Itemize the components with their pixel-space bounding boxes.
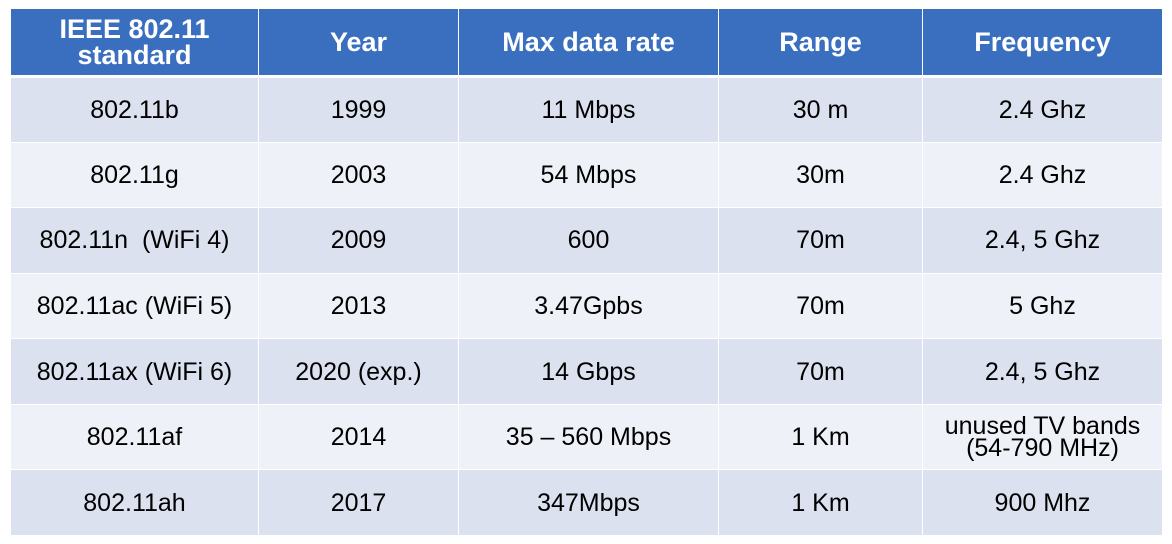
cell-range: 70m [718,272,923,340]
cell-frequency: unused TV bands (54-790 MHz) [922,403,1163,471]
table-row: 802.11b 1999 11 Mbps 30 m 2.4 Ghz [10,76,1163,143]
wifi-standards-table-container: IEEE 802.11 standard Year Max data rate … [10,8,1163,536]
header-frequency: Frequency [922,8,1163,78]
cell-range: 30m [718,141,923,209]
cell-max-data-rate: 54 Mbps [458,141,719,209]
cell-max-data-rate: 3.47Gpbs [458,272,719,340]
cell-year: 2013 [258,272,459,340]
cell-standard: 802.11ac (WiFi 5) [10,272,259,340]
cell-range: 30 m [718,76,923,143]
cell-standard: 802.11b [10,76,259,143]
cell-year: 2017 [258,469,459,536]
header-year: Year [258,8,459,78]
cell-frequency-line-1: unused TV bands [944,412,1141,441]
table-row: 802.11af 2014 35 – 560 Mbps 1 Km unused … [10,403,1163,471]
wifi-standards-table: IEEE 802.11 standard Year Max data rate … [10,8,1163,536]
table-row: 802.11g 2003 54 Mbps 30m 2.4 Ghz [10,141,1163,209]
cell-frequency-line-2: (54-790 MHz) [966,434,1119,463]
table-row: 802.11n (WiFi 4) 2009 600 70m 2.4, 5 Ghz [10,207,1163,274]
table-row: 802.11ax (WiFi 6) 2020 (exp.) 14 Gbps 70… [10,338,1163,405]
cell-range: 1 Km [718,403,923,471]
cell-frequency: 2.4, 5 Ghz [922,338,1163,405]
cell-standard: 802.11af [10,403,259,471]
cell-frequency: 5 Ghz [922,272,1163,340]
cell-max-data-rate: 11 Mbps [458,76,719,143]
table-row: 802.11ac (WiFi 5) 2013 3.47Gpbs 70m 5 Gh… [10,272,1163,340]
cell-range: 1 Km [718,469,923,536]
table-row: 802.11ah 2017 347Mbps 1 Km 900 Mhz [10,469,1163,536]
cell-standard: 802.11g [10,141,259,209]
cell-year: 2020 (exp.) [258,338,459,405]
cell-frequency: 2.4, 5 Ghz [922,207,1163,274]
cell-year: 2003 [258,141,459,209]
cell-frequency: 900 Mhz [922,469,1163,536]
header-max-data-rate: Max data rate [458,8,719,78]
cell-range: 70m [718,338,923,405]
header-standard: IEEE 802.11 standard [10,8,259,78]
cell-standard: 802.11ax (WiFi 6) [10,338,259,405]
cell-max-data-rate: 35 – 560 Mbps [458,403,719,471]
cell-max-data-rate: 347Mbps [458,469,719,536]
cell-range: 70m [718,207,923,274]
header-standard-line-1: IEEE 802.11 [59,14,210,44]
cell-standard: 802.11n (WiFi 4) [10,207,259,274]
cell-year: 2014 [258,403,459,471]
cell-max-data-rate: 600 [458,207,719,274]
cell-frequency: 2.4 Ghz [922,76,1163,143]
cell-frequency: 2.4 Ghz [922,141,1163,209]
cell-year: 2009 [258,207,459,274]
cell-year: 1999 [258,76,459,143]
table-header-row: IEEE 802.11 standard Year Max data rate … [10,8,1163,78]
header-range: Range [718,8,923,78]
header-standard-line-2: standard [77,40,192,70]
cell-max-data-rate: 14 Gbps [458,338,719,405]
cell-standard: 802.11ah [10,469,259,536]
